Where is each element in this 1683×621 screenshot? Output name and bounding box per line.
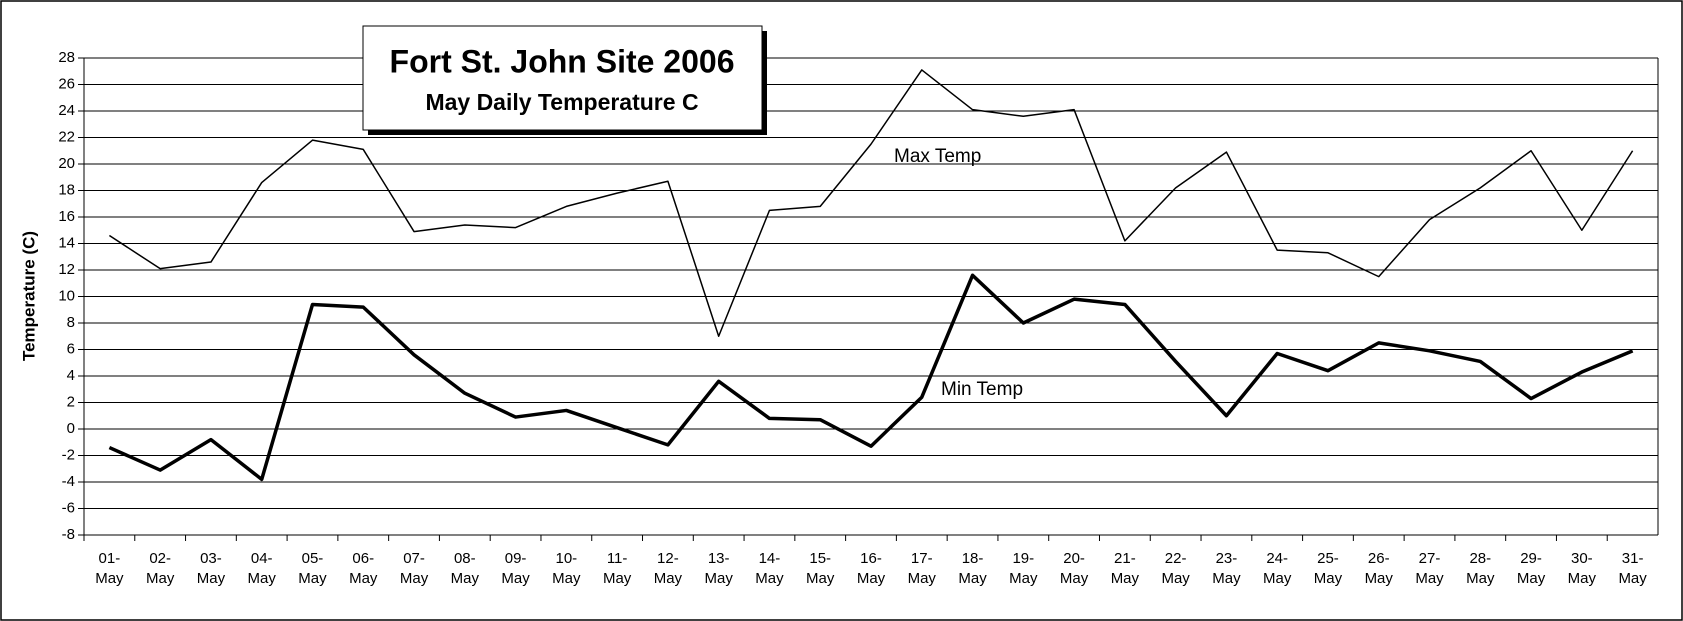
series-line <box>108 69 1634 337</box>
x-tick-label: 15-May <box>806 550 835 587</box>
y-tick-label: 2 <box>67 393 75 410</box>
y-tick-label: -8 <box>62 526 75 543</box>
chart-subtitle: May Daily Temperature C <box>425 89 698 115</box>
y-tick-label: 4 <box>67 367 75 384</box>
x-tick-label: 21-May <box>1110 550 1140 587</box>
y-axis-title: Temperature (C) <box>19 231 38 361</box>
series-label: Max Temp <box>894 146 981 167</box>
y-tick-label: 24 <box>58 102 75 119</box>
y-tick-label: 16 <box>58 208 75 225</box>
x-tick-label: 30-May <box>1567 550 1596 587</box>
x-tick-label: 31-May <box>1618 550 1647 587</box>
x-tick-label: 02-May <box>145 550 175 587</box>
x-tick-label: 10-May <box>552 550 581 587</box>
y-tick-label: 28 <box>58 49 75 66</box>
y-tick-label: 26 <box>58 75 75 92</box>
x-tick-label: 06-May <box>349 550 378 587</box>
y-tick-label: 6 <box>67 340 75 357</box>
x-tick-label: 18-May <box>958 550 987 587</box>
x-tick-label: 08-May <box>450 550 479 587</box>
x-tick-label: 13-May <box>704 550 733 587</box>
x-tick-label: 29-May <box>1516 550 1546 587</box>
y-tick-label: 12 <box>58 261 75 278</box>
x-tick-label: 19-May <box>1009 550 1038 587</box>
x-tick-label: 23-May <box>1212 550 1241 587</box>
x-tick-label: 17-May <box>907 550 936 587</box>
y-tick-label: 14 <box>58 234 75 251</box>
x-tick-label: 20-May <box>1059 550 1089 587</box>
x-tick-label: 14-May <box>755 550 784 587</box>
x-tick-label: 22-May <box>1161 550 1190 587</box>
series-label: Min Temp <box>941 379 1023 400</box>
y-tick-label: 0 <box>67 420 75 437</box>
x-tick-label: 26-May <box>1364 550 1393 587</box>
y-tick-label: -6 <box>62 499 75 516</box>
x-tick-label: 16-May <box>856 550 886 587</box>
x-tick-label: 04-May <box>247 550 276 587</box>
y-tick-label: 22 <box>58 128 75 145</box>
y-tick-label: 18 <box>58 181 75 198</box>
x-tick-label: 25-May <box>1313 550 1343 587</box>
x-tick-label: 28-May <box>1466 550 1495 587</box>
x-tick-label: 07-May <box>399 550 429 587</box>
x-tick-label: 11-May <box>602 550 632 587</box>
x-tick-label: 01-May <box>95 550 124 587</box>
x-tick-label: 09-May <box>501 550 530 587</box>
y-tick-label: -4 <box>62 473 75 490</box>
chart-title: Fort St. John Site 2006 <box>390 43 735 79</box>
y-tick-label: 20 <box>58 155 75 172</box>
y-tick-label: 10 <box>58 287 75 304</box>
title-box <box>362 25 763 131</box>
x-tick-label: 12-May <box>653 550 683 587</box>
x-tick-label: 05-May <box>298 550 327 587</box>
x-tick-label: 27-May <box>1415 550 1444 587</box>
series-line <box>108 273 1634 482</box>
y-tick-label: -2 <box>62 446 75 463</box>
x-tick-label: 24-May <box>1263 550 1292 587</box>
x-tick-label: 03-May <box>196 550 226 587</box>
y-tick-label: 8 <box>67 314 75 331</box>
